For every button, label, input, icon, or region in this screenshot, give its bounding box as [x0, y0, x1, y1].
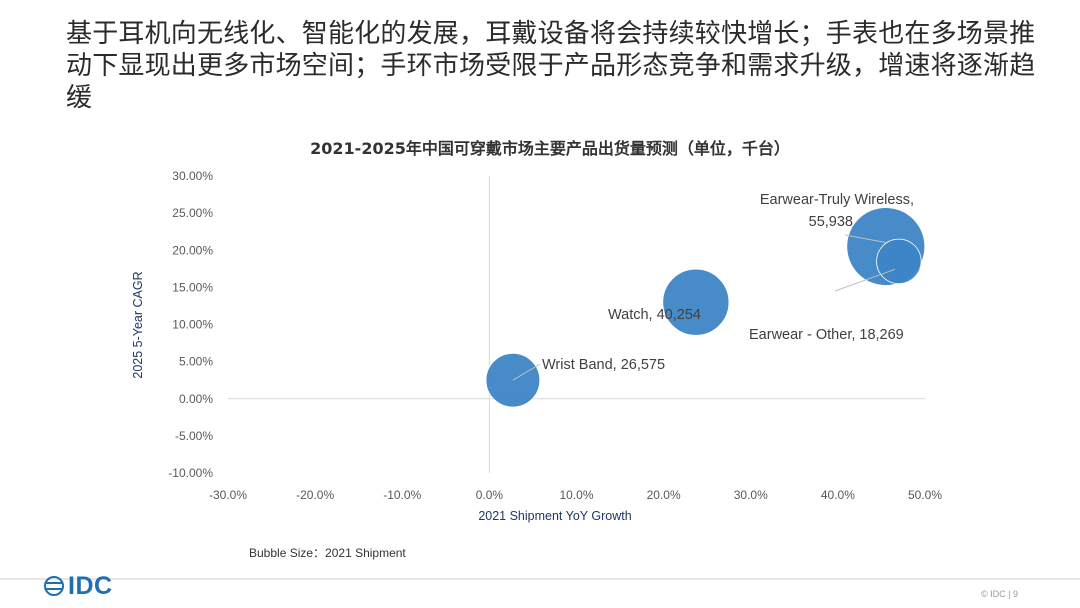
bubble	[876, 238, 922, 285]
slide-headline: 基于耳机向无线化、智能化的发展，耳戴设备将会持续较快增长；手表也在多场景推动下显…	[66, 19, 1036, 113]
y-tick-label: -10.00%	[168, 466, 213, 480]
y-tick-label: 10.00%	[172, 318, 213, 332]
y-tick-label: -5.00%	[175, 429, 213, 443]
leader-line	[844, 234, 886, 244]
x-tick-label: 40.0%	[821, 488, 855, 502]
idc-globe-icon	[44, 576, 64, 596]
y-tick-label: 25.00%	[172, 206, 213, 220]
x-tick-label: -30.0%	[209, 488, 247, 502]
x-tick-label: 10.0%	[559, 488, 593, 502]
leader-line	[834, 268, 896, 292]
bubble-label: Earwear-Truly Wireless,	[760, 192, 914, 208]
x-tick-label: -20.0%	[296, 488, 334, 502]
bubble-label: Earwear - Other, 18,269	[749, 327, 904, 343]
x-axis-title: 2021 Shipment YoY Growth	[478, 509, 631, 523]
x-tick-label: 50.0%	[908, 488, 942, 502]
x-tick-label: -10.0%	[383, 488, 421, 502]
footer-separator: |	[1008, 589, 1013, 599]
y-tick-label: 0.00%	[179, 392, 213, 406]
y-tick-label: 15.00%	[172, 280, 213, 294]
chart-title: 2021-2025年中国可穿戴市场主要产品出货量预测（单位，千台）	[310, 139, 790, 158]
bubble-label: Wrist Band, 26,575	[542, 357, 665, 373]
x-tick-label: 30.0%	[734, 488, 768, 502]
y-tick-label: 30.00%	[172, 169, 213, 183]
logo-text: IDC	[68, 572, 113, 600]
x-tick-label: 0.0%	[476, 488, 504, 502]
y-axis-title: 2025 5-Year CAGR	[131, 271, 145, 378]
bubble-size-note: Bubble Size：2021 Shipment	[249, 546, 406, 560]
footer-divider	[0, 578, 1080, 580]
leader-line	[512, 363, 541, 381]
y-tick-label: 20.00%	[172, 243, 213, 257]
x-tick-label: 20.0%	[647, 488, 681, 502]
bubble-label: 55,938	[809, 214, 853, 230]
page-number: 9	[1012, 589, 1018, 599]
footer-copyright: © IDC	[980, 589, 1006, 599]
y-tick-label: 5.00%	[179, 355, 213, 369]
idc-logo: IDC	[44, 572, 113, 601]
bubble-label: Watch, 40,254	[608, 307, 701, 323]
bubble	[662, 268, 730, 336]
page-footer: © IDC | 9	[981, 589, 1018, 599]
